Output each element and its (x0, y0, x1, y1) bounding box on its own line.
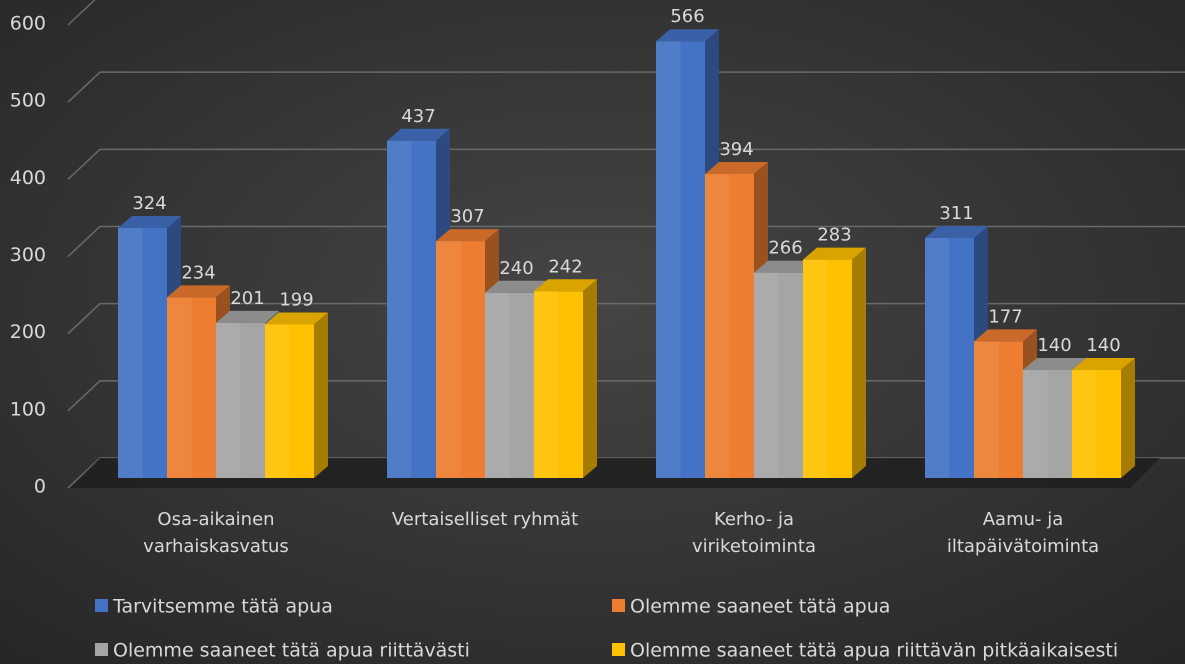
y-tick-label: 200 (10, 321, 46, 343)
y-tick-label: 600 (10, 13, 46, 35)
bar-highlight (1072, 369, 1097, 478)
grid-line (67, 0, 96, 26)
bar-highlight (974, 341, 999, 478)
bar-highlight (656, 41, 681, 479)
bar (803, 259, 852, 478)
legend-label: Tarvitsemme tätä apua (112, 596, 333, 618)
bar-top (803, 247, 866, 260)
x-tick-label: Aamu- ja iltapäivätoiminta (947, 509, 1099, 557)
bar (118, 227, 167, 478)
value-label: 394 (719, 139, 753, 160)
value-label: 140 (1086, 335, 1120, 356)
value-label: 242 (548, 256, 582, 277)
value-label: 240 (499, 258, 533, 279)
bar-top (656, 29, 719, 42)
bar (534, 291, 583, 478)
value-label: 266 (768, 238, 802, 259)
bar (754, 272, 803, 478)
bar (656, 41, 705, 479)
value-label: 566 (670, 6, 704, 27)
value-label: 234 (181, 262, 215, 283)
grid-line (67, 225, 1185, 258)
bar (216, 322, 265, 478)
bar-top (216, 310, 279, 323)
y-tick-label: 300 (10, 244, 46, 266)
bar (387, 140, 436, 478)
bar-side (1121, 357, 1135, 478)
value-label: 283 (817, 225, 851, 246)
bar (436, 241, 485, 478)
y-tick-label: 100 (10, 398, 46, 420)
bar-highlight (216, 322, 241, 478)
legend-label: Olemme saaneet tätä apua riittävästi (113, 640, 470, 662)
bar-highlight (436, 241, 461, 478)
value-label: 199 (279, 289, 313, 310)
bar-highlight (803, 259, 828, 478)
bar-highlight (118, 227, 143, 478)
bar-highlight (167, 297, 192, 478)
bar-top (534, 279, 597, 292)
legend-label: Olemme saaneet tätä apua riittävän pitkä… (630, 640, 1118, 662)
y-tick-label: 0 (34, 476, 46, 498)
bar (925, 238, 974, 478)
value-label: 201 (230, 288, 264, 309)
bar-highlight (534, 291, 559, 478)
bar-top (118, 215, 181, 228)
bar-highlight (754, 272, 779, 478)
x-tick-label: Kerho- ja viriketoiminta (692, 509, 816, 557)
bar-top (436, 229, 499, 242)
bar-highlight (485, 292, 510, 478)
bar-top (1072, 357, 1135, 370)
floor (70, 458, 1160, 488)
bar (1072, 369, 1121, 478)
bar-top (265, 312, 328, 325)
bar (1023, 369, 1072, 478)
value-label: 140 (1037, 335, 1071, 356)
bar-highlight (265, 324, 290, 478)
bar-side (852, 247, 866, 478)
value-label: 437 (401, 106, 435, 127)
legend-swatch (95, 643, 108, 656)
legend-swatch (612, 599, 625, 612)
bar-highlight (1023, 369, 1048, 478)
legend-swatch (95, 599, 108, 612)
bar-top (974, 329, 1037, 342)
bar-top (754, 260, 817, 273)
bar-top (1023, 357, 1086, 370)
value-label: 324 (132, 193, 166, 214)
bar-top (485, 280, 548, 293)
value-label: 177 (988, 306, 1022, 327)
grid-line (67, 71, 1185, 103)
bar-top (167, 285, 230, 298)
bar-top (925, 226, 988, 239)
bar-highlight (925, 238, 950, 478)
legend-swatch (612, 643, 625, 656)
bar-side (583, 279, 597, 478)
value-label: 307 (450, 206, 484, 227)
grid-line (67, 148, 1185, 180)
y-tick-label: 500 (10, 90, 46, 112)
bar-top (705, 161, 768, 174)
value-label: 311 (939, 203, 973, 224)
legend-label: Olemme saaneet tätä apua (630, 596, 890, 618)
bar (485, 292, 534, 478)
bar-top (387, 128, 450, 141)
x-tick-label: Vertaiselliset ryhmät (392, 509, 578, 530)
x-tick-label: Osa-aikainen varhaiskasvatus (143, 509, 289, 557)
bar (265, 324, 314, 478)
y-tick-label: 400 (10, 167, 46, 189)
bar (167, 297, 216, 478)
bar-side (314, 312, 328, 478)
bar (974, 341, 1023, 478)
bar (705, 173, 754, 479)
bar-highlight (705, 173, 730, 479)
bar-highlight (387, 140, 412, 478)
